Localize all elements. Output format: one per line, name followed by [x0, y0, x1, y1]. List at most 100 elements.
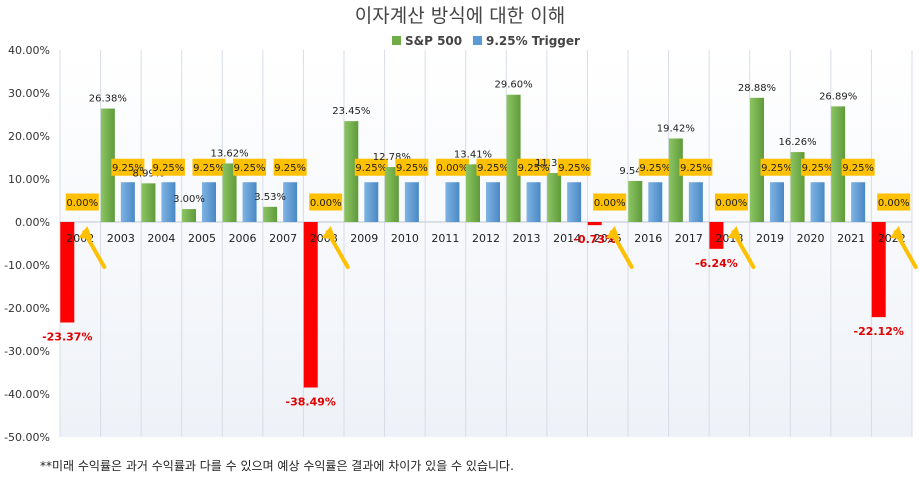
x-tick-label: 2013: [513, 232, 541, 245]
trigger-data-label: 9.25%: [234, 163, 266, 174]
trigger-label-box: [192, 158, 226, 176]
x-tick-label: 2003: [107, 232, 135, 245]
trigger-data-label: 0.00%: [310, 198, 342, 209]
trigger-bar: [770, 182, 784, 222]
chart-title: 이자계산 방식에 대한 이해: [355, 5, 565, 27]
trigger-bar: [404, 182, 419, 222]
sp500-bar: [547, 173, 562, 222]
sp500-data-label: -23.37%: [42, 330, 92, 343]
trigger-label-box: [309, 193, 343, 211]
trigger-bar: [445, 182, 460, 222]
sp500-data-label: 28.88%: [738, 83, 776, 94]
sp500-bar: [628, 180, 643, 222]
trigger-data-label: 9.25%: [680, 163, 712, 174]
sp500-bar: [141, 183, 156, 222]
trigger-bar: [688, 182, 703, 222]
trigger-bar: [526, 182, 541, 222]
highlight-arrowhead: [78, 226, 93, 239]
trigger-bar: [202, 182, 216, 222]
sp500-bar: [709, 222, 724, 249]
highlight-arrowhead: [605, 226, 620, 239]
trigger-label-box: [476, 158, 510, 176]
y-tick-label: 40.00%: [8, 44, 50, 57]
y-tick-label: 0.00%: [15, 216, 50, 229]
x-tick-label: 2019: [756, 232, 784, 245]
trigger-label-box: [517, 158, 551, 176]
highlight-arrowhead: [889, 226, 904, 239]
trigger-data-label: 9.25%: [761, 163, 793, 174]
sp500-bar: [466, 164, 480, 222]
sp500-data-label: 26.38%: [89, 94, 127, 105]
trigger-data-label: 0.00%: [594, 198, 626, 209]
x-tick-label: 2005: [188, 232, 216, 245]
x-tick-label: 2009: [350, 232, 378, 245]
trigger-data-label: 0.00%: [66, 198, 98, 209]
sp500-bar: [344, 121, 359, 222]
legend: S&P 500 9.25% Trigger: [392, 34, 580, 48]
trigger-label-box: [233, 158, 267, 176]
y-tick-label: -50.00%: [4, 431, 50, 444]
trigger-bar: [120, 182, 135, 222]
sp500-data-label: -38.49%: [286, 396, 336, 409]
trigger-bar: [810, 182, 825, 222]
plot-background: [60, 50, 912, 437]
y-tick-label: -40.00%: [4, 388, 50, 401]
sp500-bar: [384, 167, 399, 222]
y-tick-label: -30.00%: [4, 345, 50, 358]
y-tick-label: 30.00%: [8, 87, 50, 100]
sp500-data-label: -0.73%: [573, 233, 616, 246]
x-tick-label: 2014: [553, 232, 581, 245]
x-tick-label: 2010: [391, 232, 419, 245]
trigger-label-box: [801, 158, 835, 176]
sp500-data-label: 12.78%: [373, 152, 411, 163]
trigger-bar: [161, 182, 176, 222]
trigger-data-label: 9.25%: [112, 163, 144, 174]
x-tick-label: 2020: [797, 232, 825, 245]
trigger-data-label: 9.25%: [274, 163, 306, 174]
footnote: **미래 수익률은 과거 수익률과 다를 수 있으며 예상 수익률은 결과에 차…: [40, 459, 514, 473]
sp500-data-label: -22.12%: [854, 325, 904, 338]
sp500-data-label: 13.41%: [454, 149, 492, 160]
trigger-bar: [283, 182, 298, 222]
trigger-label-box: [151, 158, 185, 176]
x-tick-label: 2006: [229, 232, 257, 245]
trigger-label-box: [593, 193, 627, 211]
trigger-label-box: [679, 158, 713, 176]
trigger-bar: [567, 182, 582, 222]
sp500-bar: [750, 97, 764, 222]
trigger-data-label: 9.25%: [802, 163, 834, 174]
trigger-data-label: 9.25%: [518, 163, 550, 174]
trigger-data-label: 9.25%: [193, 163, 225, 174]
x-tick-label: 2016: [634, 232, 662, 245]
sp500-bar: [831, 106, 846, 222]
sp500-bar: [587, 222, 602, 226]
trigger-data-label: 9.25%: [355, 163, 387, 174]
trigger-bar: [851, 182, 866, 222]
trigger-data-label: 0.00%: [716, 198, 748, 209]
sp500-data-label: 29.60%: [495, 80, 533, 91]
sp500-bar: [100, 108, 115, 222]
trigger-data-label: 0.00%: [878, 198, 910, 209]
x-tick-label: 2011: [431, 232, 459, 245]
trigger-label-box: [65, 193, 99, 211]
sp500-bar: [60, 222, 75, 323]
sp500-data-label: 8.99%: [133, 168, 165, 179]
trigger-bar: [364, 182, 379, 222]
sp500-data-label: 9.54%: [619, 166, 651, 177]
sp500-data-label: 11.39%: [535, 158, 573, 169]
trigger-data-label: 9.25%: [396, 163, 428, 174]
legend-swatch-trigger: [473, 36, 482, 45]
sp500-data-label: 3.00%: [173, 194, 205, 205]
plot-area: 40.00% 30.00% 20.00% 10.00% 0.00% -10.00% -20.…: [4, 44, 918, 444]
sp500-data-label: 16.26%: [779, 137, 817, 148]
sp500-data-label: 19.42%: [657, 123, 695, 134]
trigger-label-box: [557, 158, 591, 176]
sp500-bar: [506, 94, 521, 222]
trigger-label-box: [435, 158, 469, 176]
sp500-data-label: 26.89%: [819, 91, 857, 102]
trigger-bar: [648, 182, 663, 222]
x-tick-label: 2007: [269, 232, 297, 245]
sp500-data-label: 3.53%: [254, 192, 286, 203]
sp500-bar: [871, 222, 886, 318]
